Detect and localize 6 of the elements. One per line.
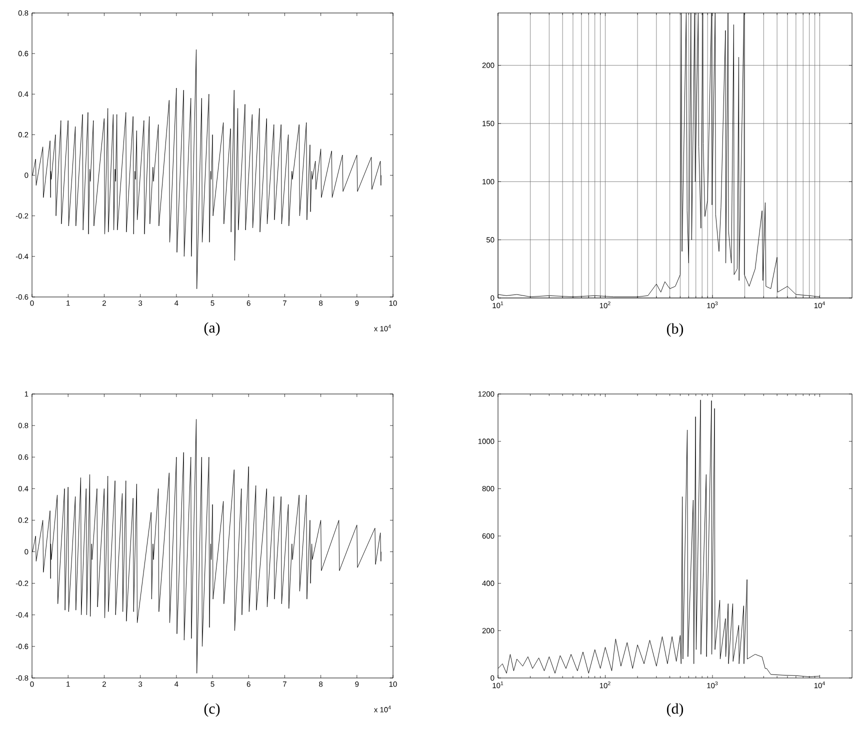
line-series	[32, 418, 382, 674]
text: (d)	[666, 703, 684, 717]
text: (a)	[204, 322, 220, 336]
line-series	[32, 49, 382, 290]
text: (c)	[204, 703, 220, 717]
text: (b)	[666, 323, 684, 337]
